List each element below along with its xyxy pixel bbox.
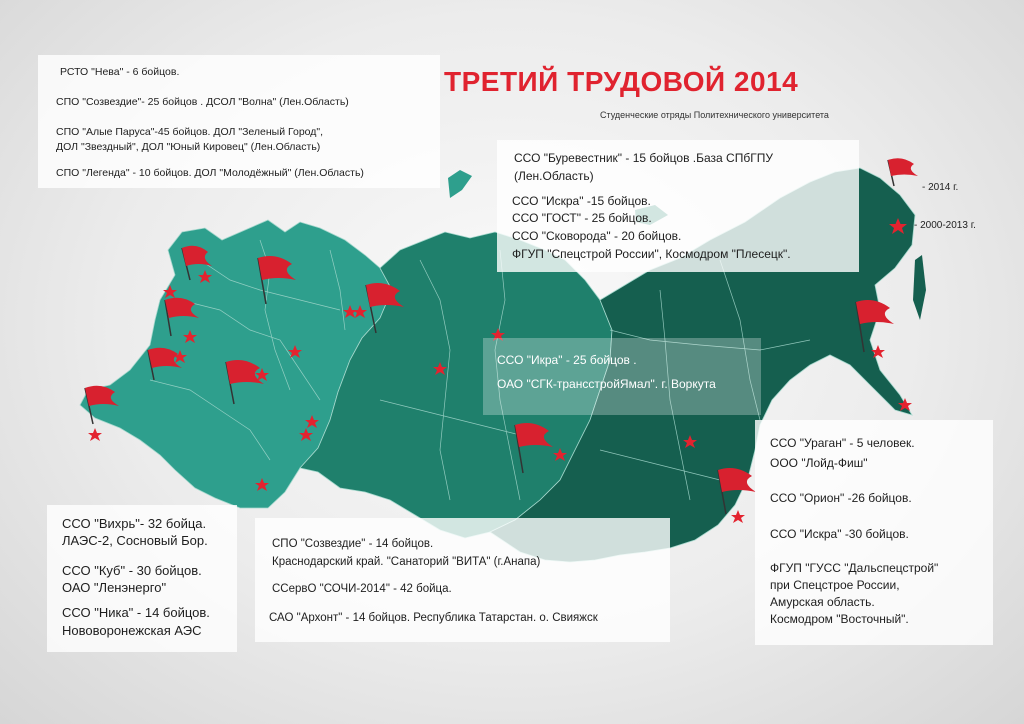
panel-line: СПО "Легенда" - 10 бойцов. ДОЛ "Молодёжн… — [56, 167, 364, 179]
page-subtitle: Студенческие отряды Политехнического уни… — [600, 110, 829, 120]
map-stars — [88, 270, 912, 523]
panel-line: ССО "ГОСТ" - 25 бойцов. — [512, 211, 652, 225]
flag-marker — [181, 245, 212, 281]
panel-line: ССО "Ураган" - 5 человек. — [770, 436, 915, 450]
legend-flag-icon — [887, 158, 918, 187]
panel-line: ССО "Ника" - 14 бойцов. — [62, 605, 210, 620]
map-flags — [84, 245, 894, 515]
panel-line: ОАО "СГК-трансстройЯмал". г. Воркута — [497, 377, 716, 391]
panel-line: ССО "Искра" -30 бойцов. — [770, 527, 909, 541]
legend-star-label: - 2000-2013 г. — [914, 220, 976, 231]
flag-marker — [257, 256, 296, 305]
panel-southwest: ССО "Вихрь"- 32 бойца. ЛАЭС-2, Сосновый … — [47, 505, 237, 652]
flag-marker — [164, 297, 199, 337]
panel-line: ССервО "СОЧИ-2014" - 42 бойца. — [272, 583, 452, 595]
panel-line: при Спецстрое России, — [770, 578, 900, 592]
panel-center: ССО "Икра" - 25 бойцов . ОАО "СГК-трансс… — [483, 338, 761, 415]
panel-south: СПО "Созвездие" - 14 бойцов. Краснодарск… — [255, 518, 670, 642]
flag-marker — [225, 360, 264, 405]
panel-line: Амурская область. — [770, 595, 875, 609]
star-marker — [299, 428, 313, 441]
star-marker — [198, 270, 212, 283]
panel-line: ССО "Куб" - 30 бойцов. — [62, 563, 202, 578]
panel-line: ССО "Орион" -26 бойцов. — [770, 491, 912, 505]
panel-line: ССО "Сковорода" - 20 бойцов. — [512, 229, 682, 243]
flag-marker — [855, 300, 894, 353]
star-marker — [433, 362, 447, 375]
panel-line: Нововоронежская АЭС — [62, 623, 202, 638]
panel-line: ССО "Буревестник" - 15 бойцов .База СПбГ… — [514, 151, 773, 165]
star-marker — [255, 368, 269, 381]
flag-marker — [84, 385, 119, 425]
star-marker — [731, 510, 745, 523]
panel-line: Краснодарский край. "Санаторий "ВИТА" (г… — [272, 556, 541, 568]
flag-marker — [717, 468, 756, 515]
panel-line: САО "Архонт" - 14 бойцов. Республика Тат… — [269, 612, 598, 624]
panel-northwest: РСТО "Нева" - 6 бойцов. СПО "Созвездие"-… — [38, 55, 440, 188]
page-title: ТРЕТИЙ ТРУДОВОЙ 2014 — [444, 66, 799, 97]
panel-line: (Лен.Область) — [514, 169, 594, 183]
flag-marker — [365, 283, 404, 334]
star-marker — [255, 478, 269, 491]
star-marker — [683, 435, 697, 448]
panel-line: СПО "Созвездие"- 25 бойцов . ДСОЛ "Волна… — [56, 96, 349, 108]
panel-north: ССО "Буревестник" - 15 бойцов .База СПбГ… — [497, 140, 859, 272]
legend-flag-label: - 2014 г. — [922, 182, 959, 193]
legend-star-icon — [889, 218, 907, 234]
map-island-sakhalin — [913, 255, 926, 320]
star-marker — [353, 305, 367, 318]
panel-line: ССО "Вихрь"- 32 бойца. — [62, 516, 207, 531]
star-marker — [871, 345, 885, 358]
map-boundaries — [149, 239, 811, 501]
flag-marker — [147, 347, 182, 381]
panel-line: РСТО "Нева" - 6 бойцов. — [60, 66, 180, 78]
flag-marker — [514, 423, 553, 474]
panel-east: ССО "Ураган" - 5 человек. ООО "Лойд-Фиш"… — [755, 420, 993, 645]
panel-line: ОАО "Ленэнерго" — [62, 580, 167, 595]
star-marker — [163, 285, 177, 298]
panel-line: ООО "Лойд-Фиш" — [770, 456, 868, 470]
panel-line: СПО "Алые Паруса"-45 бойцов. ДОЛ "Зелены… — [56, 126, 324, 138]
star-marker — [553, 448, 567, 461]
panel-line: ФГУП "Спецстрой России", Космодром "Плес… — [512, 247, 791, 261]
panel-line: ССО "Икра" - 25 бойцов . — [497, 353, 637, 367]
star-marker — [183, 330, 197, 343]
panel-line: СПО "Созвездие" - 14 бойцов. — [272, 538, 434, 550]
star-marker — [343, 305, 357, 318]
panel-line: Космодром "Восточный". — [770, 612, 909, 626]
panel-line: ССО "Искра" -15 бойцов. — [512, 194, 651, 208]
star-marker — [288, 345, 302, 358]
panel-line: ЛАЭС-2, Сосновый Бор. — [62, 533, 208, 548]
map-island-novaya-zemlya — [448, 170, 472, 198]
star-marker — [305, 415, 319, 428]
panel-line: ФГУП "ГУСС "Дальспецстрой" — [770, 561, 939, 575]
star-marker — [88, 428, 102, 441]
star-marker — [491, 328, 505, 341]
panel-line: ДОЛ "Звездный", ДОЛ "Юный Кировец" (Лен.… — [56, 141, 321, 153]
star-marker — [898, 398, 912, 411]
star-marker — [173, 350, 187, 363]
